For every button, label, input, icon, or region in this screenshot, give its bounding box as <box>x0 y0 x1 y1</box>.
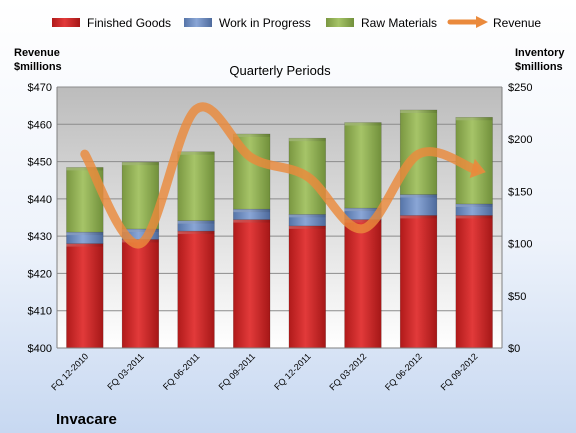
left-tick-label: $400 <box>28 343 52 355</box>
left-axis-title-line1: Revenue <box>14 47 60 59</box>
bar-raw-materials <box>288 137 326 215</box>
legend-swatch-work-in-progress <box>184 18 212 27</box>
right-axis-title-line2: $millions <box>515 61 563 73</box>
revenue-arrowhead <box>469 158 486 179</box>
right-tick-label: $200 <box>508 134 532 146</box>
bar-finished-goods <box>121 239 160 349</box>
legend-swatch-finished-goods <box>52 18 80 27</box>
right-axis-title-line1: Inventory <box>515 47 565 59</box>
bar-cap-finished-goods <box>288 225 326 229</box>
bar-cap-raw-materials <box>122 162 159 166</box>
bar-cap-work-in-progress <box>177 220 215 224</box>
bar-finished-goods <box>455 215 493 349</box>
left-tick-label: $460 <box>28 119 52 131</box>
bar-cap-raw-materials <box>344 122 382 126</box>
bar-cap-work-in-progress <box>122 228 159 232</box>
bar-finished-goods <box>177 230 215 349</box>
left-tick-label: $410 <box>28 306 52 318</box>
bar-cap-raw-materials <box>177 151 215 155</box>
bar-cap-finished-goods <box>400 215 437 219</box>
bar-cap-raw-materials <box>288 138 326 142</box>
bar-cap-finished-goods <box>233 219 271 223</box>
bar-cap-work-in-progress <box>400 194 437 198</box>
bar-work-in-progress <box>399 194 438 216</box>
legend-swatch-raw-materials <box>326 18 354 27</box>
legend-label-revenue: Revenue <box>493 16 541 30</box>
legend: Finished Goods Work in Progress Raw Mate… <box>52 16 541 30</box>
bar-cap-work-in-progress <box>233 209 271 213</box>
bar-cap-finished-goods <box>455 215 493 219</box>
company-name: Invacare <box>56 411 117 428</box>
right-tick-label: $50 <box>508 291 526 303</box>
bar-cap-work-in-progress <box>288 214 326 218</box>
bar-cap-finished-goods <box>177 231 215 235</box>
left-tick-label: $420 <box>28 268 52 280</box>
bar-finished-goods <box>233 219 271 349</box>
bar-cap-work-in-progress <box>344 208 382 212</box>
legend-label-work-in-progress: Work in Progress <box>219 16 311 30</box>
left-tick-label: $450 <box>28 157 52 169</box>
bar-finished-goods <box>399 215 438 349</box>
right-tick-label: $100 <box>508 239 532 251</box>
bar-cap-work-in-progress <box>66 232 104 236</box>
bar-cap-raw-materials <box>455 117 493 121</box>
right-tick-label: $150 <box>508 186 532 198</box>
legend-label-finished-goods: Finished Goods <box>87 16 171 30</box>
bar-cap-finished-goods <box>66 243 104 247</box>
bar-raw-materials <box>344 122 382 209</box>
left-tick-label: $470 <box>28 82 52 94</box>
bar-finished-goods <box>288 225 326 349</box>
bar-cap-work-in-progress <box>455 203 493 207</box>
chart-title: Quarterly Periods <box>229 63 331 78</box>
left-axis-title-line2: $millions <box>14 61 62 73</box>
bar-raw-materials <box>177 151 215 221</box>
right-tick-label: $250 <box>508 82 532 94</box>
revenue-line-layer <box>80 102 486 249</box>
bar-cap-finished-goods <box>344 219 382 223</box>
bar-cap-raw-materials <box>233 133 271 137</box>
right-tick-label: $0 <box>508 343 520 355</box>
left-tick-label: $430 <box>28 231 52 243</box>
bar-finished-goods <box>344 219 382 349</box>
bar-cap-raw-materials <box>400 109 437 113</box>
bar-finished-goods <box>66 243 104 349</box>
bar-cap-raw-materials <box>66 167 104 171</box>
left-tick-label: $440 <box>28 194 52 206</box>
legend-revenue-arrowhead <box>476 16 488 28</box>
legend-label-raw-materials: Raw Materials <box>361 16 437 30</box>
